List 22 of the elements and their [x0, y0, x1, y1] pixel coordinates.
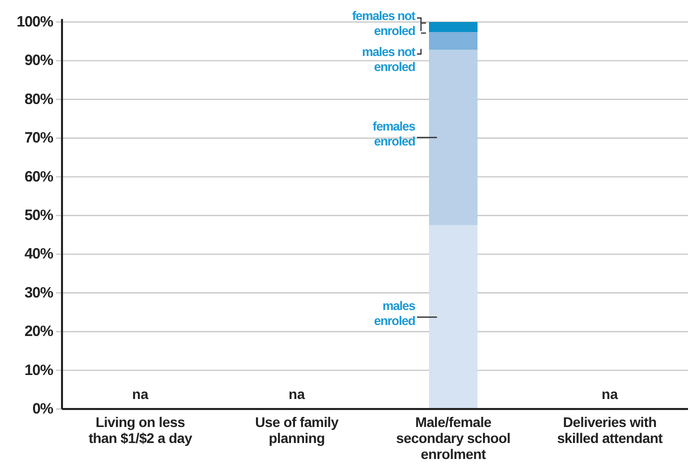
series-label: females not enroled [352, 8, 416, 38]
y-tick-label: 0% [32, 400, 54, 418]
y-tick-label: 70% [24, 130, 54, 147]
series-label: males enroled [374, 298, 416, 328]
x-tick-label: Male/female secondary school enrolment [396, 414, 510, 462]
text: na [602, 386, 618, 402]
x-tick-label: Living on less than $1/$2 a day [88, 414, 192, 446]
y-tick-label: 10% [24, 362, 54, 379]
y-tick-label: 30% [24, 284, 54, 302]
x-tick-label: Deliveries with skilled attendant [557, 414, 664, 446]
x-tick-label: Use of family planning [255, 414, 339, 446]
y-tick-label: 90% [24, 52, 54, 70]
y-tick-label: 80% [24, 90, 54, 108]
y-tick-label: 60% [24, 168, 54, 186]
y-tick-label: 100% [16, 14, 54, 30]
text: na [288, 386, 305, 402]
series-label: females enroled [372, 119, 416, 148]
y-tick-label: 20% [24, 323, 54, 340]
series-label: males not enroled [362, 44, 416, 74]
y-tick-label: 50% [24, 207, 54, 224]
text: na [132, 386, 148, 402]
y-tick-label: 40% [24, 246, 54, 263]
